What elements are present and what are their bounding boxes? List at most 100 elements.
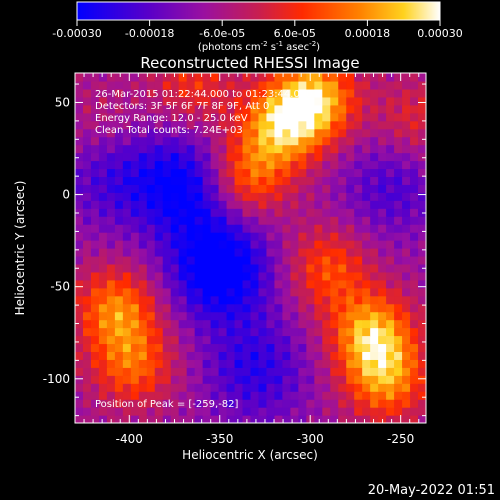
- heatmap-cell: [146, 335, 156, 345]
- heatmap-cell: [234, 415, 244, 423]
- heatmap-cell: [394, 287, 403, 297]
- heatmap-cell: [346, 391, 355, 400]
- heatmap-cell: [354, 144, 363, 154]
- heatmap-cell: [226, 359, 236, 368]
- heatmap-cell: [202, 88, 212, 98]
- heatmap-cell: [314, 303, 323, 313]
- heatmap-cell: [250, 88, 260, 98]
- heatmap-cell: [210, 295, 220, 305]
- heatmap-cell: [178, 319, 188, 329]
- heatmap-cell: [114, 73, 124, 82]
- heatmap-cell: [75, 136, 84, 146]
- heatmap-cell: [346, 152, 355, 162]
- heatmap-cell: [242, 152, 252, 162]
- heatmap-cell: [402, 399, 411, 408]
- heatmap-cell: [306, 112, 315, 122]
- heatmap-cell: [82, 96, 92, 106]
- heatmap-cell: [234, 192, 244, 201]
- heatmap-cell: [130, 287, 140, 297]
- heatmap-cell: [362, 391, 371, 400]
- heatmap-cell: [82, 136, 92, 146]
- heatmap-cell: [194, 136, 204, 146]
- heatmap-cell: [114, 248, 124, 257]
- heatmap-cell: [322, 136, 331, 146]
- heatmap-cell: [298, 152, 307, 162]
- heatmap-cell: [75, 263, 84, 273]
- heatmap-cell: [322, 160, 331, 170]
- heatmap-cell: [370, 255, 379, 265]
- heatmap-cell: [330, 216, 339, 225]
- heatmap-cell: [75, 216, 84, 225]
- heatmap-cell: [298, 176, 307, 185]
- heatmap-cell: [370, 88, 379, 98]
- heatmap-cell: [122, 104, 132, 114]
- heatmap-cell: [354, 208, 363, 217]
- heatmap-cell: [314, 136, 323, 146]
- heatmap-cell: [298, 216, 307, 225]
- heatmap-cell: [338, 128, 347, 138]
- heatmap-cell: [170, 391, 180, 400]
- heatmap-cell: [418, 152, 426, 162]
- heatmap-cell: [378, 240, 387, 249]
- heatmap-cell: [226, 415, 236, 423]
- heatmap-cell: [282, 311, 291, 321]
- heatmap-cell: [75, 128, 84, 138]
- heatmap-cell: [274, 335, 284, 345]
- heatmap-cell: [75, 295, 84, 305]
- heatmap-cell: [394, 96, 403, 106]
- heatmap-cell: [354, 327, 363, 337]
- heatmap-cell: [290, 248, 299, 257]
- heatmap-cell: [146, 383, 156, 392]
- heatmap-cell: [338, 73, 347, 82]
- heatmap-cell: [306, 232, 315, 241]
- heatmap-cell: [122, 319, 132, 329]
- heatmap-cell: [234, 295, 244, 305]
- heatmap-cell: [250, 295, 260, 305]
- heatmap-cell: [330, 248, 339, 257]
- heatmap-cell: [394, 255, 403, 265]
- heatmap-cell: [194, 367, 204, 376]
- heatmap-cell: [322, 375, 331, 384]
- heatmap-cell: [218, 415, 228, 423]
- heatmap-cell: [138, 104, 148, 114]
- heatmap-cell: [186, 104, 196, 114]
- heatmap-cell: [178, 383, 188, 392]
- heatmap-cell: [282, 255, 291, 265]
- heatmap-cell: [306, 271, 315, 281]
- heatmap-cell: [106, 407, 116, 416]
- heatmap-cell: [410, 192, 419, 201]
- heatmap-cell: [250, 248, 260, 257]
- heatmap-cell: [378, 96, 387, 106]
- heatmap-cell: [274, 144, 284, 154]
- heatmap-cell: [394, 144, 403, 154]
- heatmap-cell: [370, 184, 379, 193]
- heatmap-cell: [250, 263, 260, 273]
- heatmap-cell: [186, 287, 196, 297]
- heatmap-cell: [394, 351, 403, 360]
- heatmap-cell: [402, 343, 411, 352]
- heatmap-cell: [274, 271, 284, 281]
- heatmap-cell: [306, 152, 315, 162]
- heatmap-cell: [242, 335, 252, 345]
- heatmap-cell: [210, 112, 220, 122]
- heatmap-cell: [178, 327, 188, 337]
- heatmap-cell: [226, 208, 236, 217]
- heatmap-cell: [410, 176, 419, 185]
- heatmap-cell: [170, 152, 180, 162]
- heatmap-cell: [186, 351, 196, 360]
- heatmap-cell: [298, 200, 307, 209]
- heatmap-cell: [418, 311, 426, 321]
- heatmap-cell: [354, 391, 363, 400]
- heatmap-cell: [242, 248, 252, 257]
- heatmap-cell: [330, 208, 339, 217]
- heatmap-cell: [170, 88, 180, 98]
- heatmap-cell: [226, 232, 236, 241]
- heatmap-cell: [146, 375, 156, 384]
- heatmap-cell: [410, 120, 419, 130]
- y-tick-label: 0: [62, 188, 70, 202]
- heatmap-cell: [202, 184, 212, 193]
- heatmap-cell: [250, 303, 260, 313]
- heatmap-cell: [98, 383, 108, 392]
- heatmap-cell: [114, 208, 124, 217]
- heatmap-cell: [250, 224, 260, 233]
